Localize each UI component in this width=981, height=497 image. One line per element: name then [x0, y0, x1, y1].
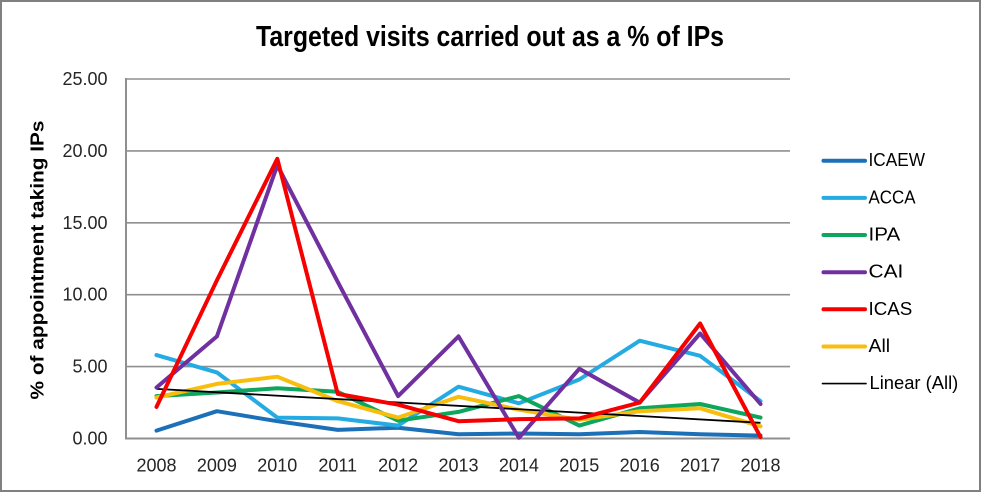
svg-text:2009: 2009 — [197, 456, 237, 476]
svg-text:2018: 2018 — [740, 456, 780, 476]
svg-text:All: All — [869, 335, 891, 356]
svg-text:5.00: 5.00 — [72, 357, 107, 377]
svg-text:2014: 2014 — [499, 456, 539, 476]
svg-text:0.00: 0.00 — [72, 429, 107, 449]
svg-text:2010: 2010 — [257, 456, 297, 476]
svg-text:ICAS: ICAS — [869, 298, 913, 319]
svg-text:20.00: 20.00 — [62, 141, 107, 161]
svg-text:% of appointment taking IPs: % of appointment taking IPs — [28, 121, 48, 400]
svg-text:2015: 2015 — [559, 456, 599, 476]
svg-text:CAI: CAI — [869, 261, 904, 282]
svg-text:2008: 2008 — [136, 456, 176, 476]
svg-text:2011: 2011 — [318, 456, 357, 476]
svg-text:2013: 2013 — [438, 456, 478, 476]
svg-text:25.00: 25.00 — [62, 69, 107, 89]
svg-text:IPA: IPA — [869, 224, 901, 245]
svg-text:10.00: 10.00 — [62, 285, 107, 305]
svg-text:2017: 2017 — [680, 456, 720, 476]
svg-text:2012: 2012 — [378, 456, 418, 476]
svg-text:2016: 2016 — [620, 456, 660, 476]
svg-text:ICAEW: ICAEW — [869, 149, 926, 170]
svg-text:Linear (All): Linear (All) — [870, 372, 959, 393]
svg-text:15.00: 15.00 — [62, 213, 107, 233]
svg-text:ACCA: ACCA — [869, 186, 917, 207]
svg-text:Targeted visits carried out as: Targeted visits carried out as a % of IP… — [256, 21, 724, 53]
